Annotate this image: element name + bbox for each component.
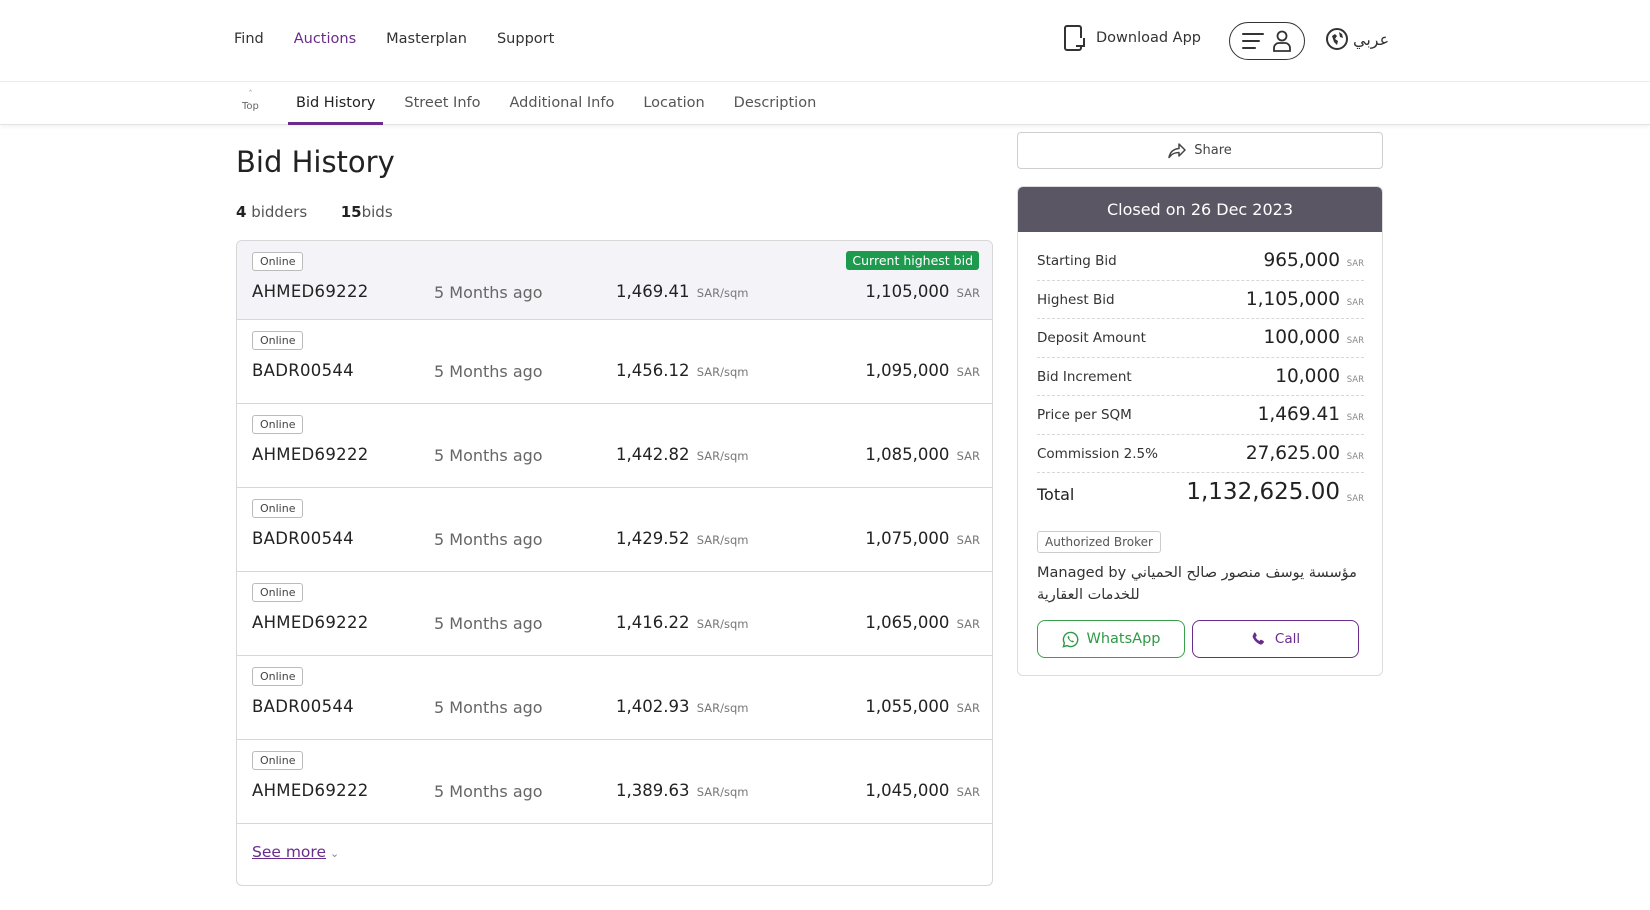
price-per-sqm: 1,416.22 SAR/sqm [616,613,749,632]
bid-row: Online Current highest bid AHMED69222 5 … [237,241,992,320]
call-label: Call [1274,631,1301,647]
chevron-down-icon: ⌄ [330,847,340,860]
bid-counts: 4 bidders 15bids [236,203,393,221]
summary-table: Starting Bid 965,000 SAR Highest Bid 1,1… [1037,242,1364,515]
bid-time: 5 Months ago [434,782,543,801]
bidder-name: AHMED69222 [252,282,369,301]
chevron-up-icon: ˆ [248,90,253,100]
nav-link-masterplan[interactable]: Masterplan [386,31,467,47]
section-tabs: Bid History Street Info Additional Info … [288,83,837,125]
nav-link-auctions[interactable]: Auctions [293,31,357,47]
user-menu-button[interactable] [1229,22,1305,60]
phone-icon [1252,632,1264,645]
share-button[interactable]: Share [1017,132,1383,169]
auction-status: Closed on 26 Dec 2023 [1018,187,1382,232]
section-tabs-bar: ˆ Top Bid History Street Info Additional… [0,83,1650,125]
menu-icon [1242,33,1264,49]
top-navbar: Find Auctions Masterplan Support Downloa… [0,0,1650,82]
price-per-sqm: 1,469.41 SAR/sqm [616,282,749,301]
bid-amount: 1,105,000 SAR [865,282,980,301]
channel-badge: Online [252,252,304,271]
bid-time: 5 Months ago [434,530,543,549]
bid-amount: 1,065,000 SAR [865,613,980,632]
main-nav: Find Auctions Masterplan Support [234,31,584,47]
bid-time: 5 Months ago [434,446,543,465]
channel-badge: Online [252,583,304,602]
bidder-name: AHMED69222 [252,613,369,632]
download-app-label: Download App [1096,30,1202,46]
channel-badge: Online [252,331,304,350]
tab-description[interactable]: Description [733,95,817,111]
bids-label: bids [361,203,393,221]
nav-link-find[interactable]: Find [234,31,264,47]
language-label: عربي [1353,29,1390,49]
bid-row: Online BADR00544 5 Months ago 1,456.12 S… [237,320,992,404]
channel-badge: Online [252,751,304,770]
summary-row-price-per-sqm: Price per SQM 1,469.41 SAR [1037,396,1364,435]
bids-count: 15 [340,203,362,221]
summary-row-bid-increment: Bid Increment 10,000 SAR [1037,358,1364,396]
tab-location[interactable]: Location [643,95,705,111]
whatsapp-icon [1061,631,1078,648]
download-app-link[interactable]: Download App [1064,25,1201,51]
bidders-count: 4 [236,203,247,221]
bidder-name: AHMED69222 [252,445,369,464]
tab-bid-history[interactable]: Bid History [288,83,384,125]
share-label: Share [1194,143,1232,158]
summary-row-highest-bid: Highest Bid 1,105,000 SAR [1037,281,1364,319]
bid-history-list: Online Current highest bid AHMED69222 5 … [236,240,993,886]
managed-by-text: Managed by مؤسسة يوسف منصور صالح الحميان… [1037,565,1357,603]
summary-row-starting-bid: Starting Bid 965,000 SAR [1037,242,1364,281]
nav-link-support[interactable]: Support [496,31,555,47]
channel-badge: Online [252,499,304,518]
bid-amount: 1,045,000 SAR [865,781,980,800]
bidder-name: AHMED69222 [252,781,369,800]
user-icon [1273,30,1291,52]
price-per-sqm: 1,402.93 SAR/sqm [616,697,749,716]
bidder-name: BADR00544 [252,529,354,548]
price-per-sqm: 1,456.12 SAR/sqm [616,361,749,380]
bid-row: Online AHMED69222 5 Months ago 1,389.63 … [237,740,992,824]
tab-street-info[interactable]: Street Info [404,95,481,111]
bidder-name: BADR00544 [252,361,354,380]
bid-row: Online BADR00544 5 Months ago 1,429.52 S… [237,488,992,572]
call-button[interactable]: Call [1192,620,1359,658]
authorized-broker-badge: Authorized Broker [1037,531,1161,553]
price-per-sqm: 1,429.52 SAR/sqm [616,529,749,548]
whatsapp-label: WhatsApp [1086,631,1161,647]
tab-additional-info[interactable]: Additional Info [509,95,615,111]
globe-icon [1326,28,1348,50]
bidder-name: BADR00544 [252,697,354,716]
summary-row-deposit: Deposit Amount 100,000 SAR [1037,319,1364,358]
see-more-link[interactable]: See more ⌄ [252,843,339,861]
whatsapp-button[interactable]: WhatsApp [1037,620,1185,658]
bid-amount: 1,075,000 SAR [865,529,980,548]
bid-amount: 1,085,000 SAR [865,445,980,464]
price-per-sqm: 1,442.82 SAR/sqm [616,445,749,464]
share-icon [1168,142,1186,158]
channel-badge: Online [252,415,304,434]
phone-download-icon [1064,25,1085,51]
auction-summary-card: Closed on 26 Dec 2023 Starting Bid 965,0… [1017,186,1383,676]
language-switch[interactable]: عربي [1325,27,1389,51]
bid-time: 5 Months ago [434,283,543,302]
top-label: Top [242,101,259,112]
page-title: Bid History [236,145,395,179]
summary-row-commission: Commission 2.5% 27,625.00 SAR [1037,435,1364,473]
bid-time: 5 Months ago [434,614,543,633]
bid-time: 5 Months ago [434,362,543,381]
bid-row: Online AHMED69222 5 Months ago 1,442.82 … [237,404,992,488]
price-per-sqm: 1,389.63 SAR/sqm [616,781,749,800]
current-highest-badge: Current highest bid [846,251,979,270]
summary-row-total: Total 1,132,625.00 SAR [1037,479,1364,505]
bid-amount: 1,095,000 SAR [865,361,980,380]
see-more-label: See more [252,843,326,861]
bid-row: Online BADR00544 5 Months ago 1,402.93 S… [237,656,992,740]
back-to-top-link[interactable]: ˆ Top [242,89,259,113]
bidders-label: bidders [251,203,308,221]
channel-badge: Online [252,667,304,686]
bid-time: 5 Months ago [434,698,543,717]
bid-row: Online AHMED69222 5 Months ago 1,416.22 … [237,572,992,656]
bid-amount: 1,055,000 SAR [865,697,980,716]
